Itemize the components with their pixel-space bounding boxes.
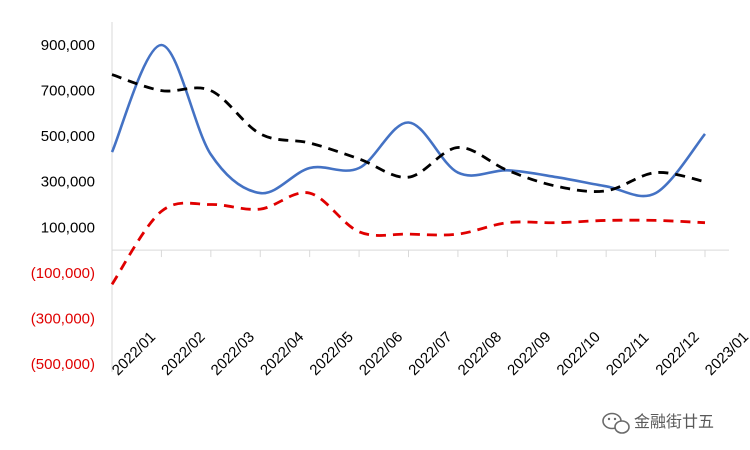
series-line-black-dashed <box>111 73 706 193</box>
x-tick-label: 2022/12 <box>652 329 702 379</box>
chart-axes <box>111 22 729 372</box>
x-tick-label: 2022/09 <box>504 329 554 379</box>
wechat-icon <box>602 412 630 434</box>
x-tick-label: 2022/08 <box>455 329 505 379</box>
y-tick-label: (100,000) <box>31 265 95 282</box>
x-tick-label: 2022/05 <box>306 329 356 379</box>
chart-series-lines <box>110 43 707 286</box>
series-line-red-dashed <box>110 191 706 286</box>
y-tick-label: (500,000) <box>31 356 95 373</box>
y-tick-label: (300,000) <box>31 310 95 327</box>
watermark: 金融街廿五 <box>602 412 714 434</box>
x-tick-label: 2022/10 <box>554 329 604 379</box>
x-tick-label: 2022/01 <box>109 329 159 379</box>
x-tick-label: 2022/03 <box>208 329 258 379</box>
x-axis-tick-labels: 2022/01 2022/02 2022/03 2022/04 2022/05 2022/… <box>109 329 750 379</box>
x-tick-label: 2022/11 <box>603 329 653 379</box>
y-tick-label: 300,000 <box>41 174 95 191</box>
y-axis-tick-labels: 900,000 700,000 500,000 300,000 100,000 (100,… <box>31 37 95 373</box>
x-tick-label: 2022/02 <box>158 329 208 379</box>
x-tick-label: 2022/04 <box>257 329 307 379</box>
x-tick-label: 2022/07 <box>405 329 455 379</box>
x-tick-label: 2023/01 <box>702 329 750 379</box>
x-tick-label: 2022/06 <box>356 329 406 379</box>
series-line-blue-solid <box>110 43 707 198</box>
watermark-text: 金融街廿五 <box>634 412 714 431</box>
y-tick-label: 900,000 <box>41 37 95 54</box>
y-tick-label: 500,000 <box>41 128 95 145</box>
y-tick-label: 100,000 <box>41 219 95 236</box>
y-tick-label: 700,000 <box>41 83 95 100</box>
